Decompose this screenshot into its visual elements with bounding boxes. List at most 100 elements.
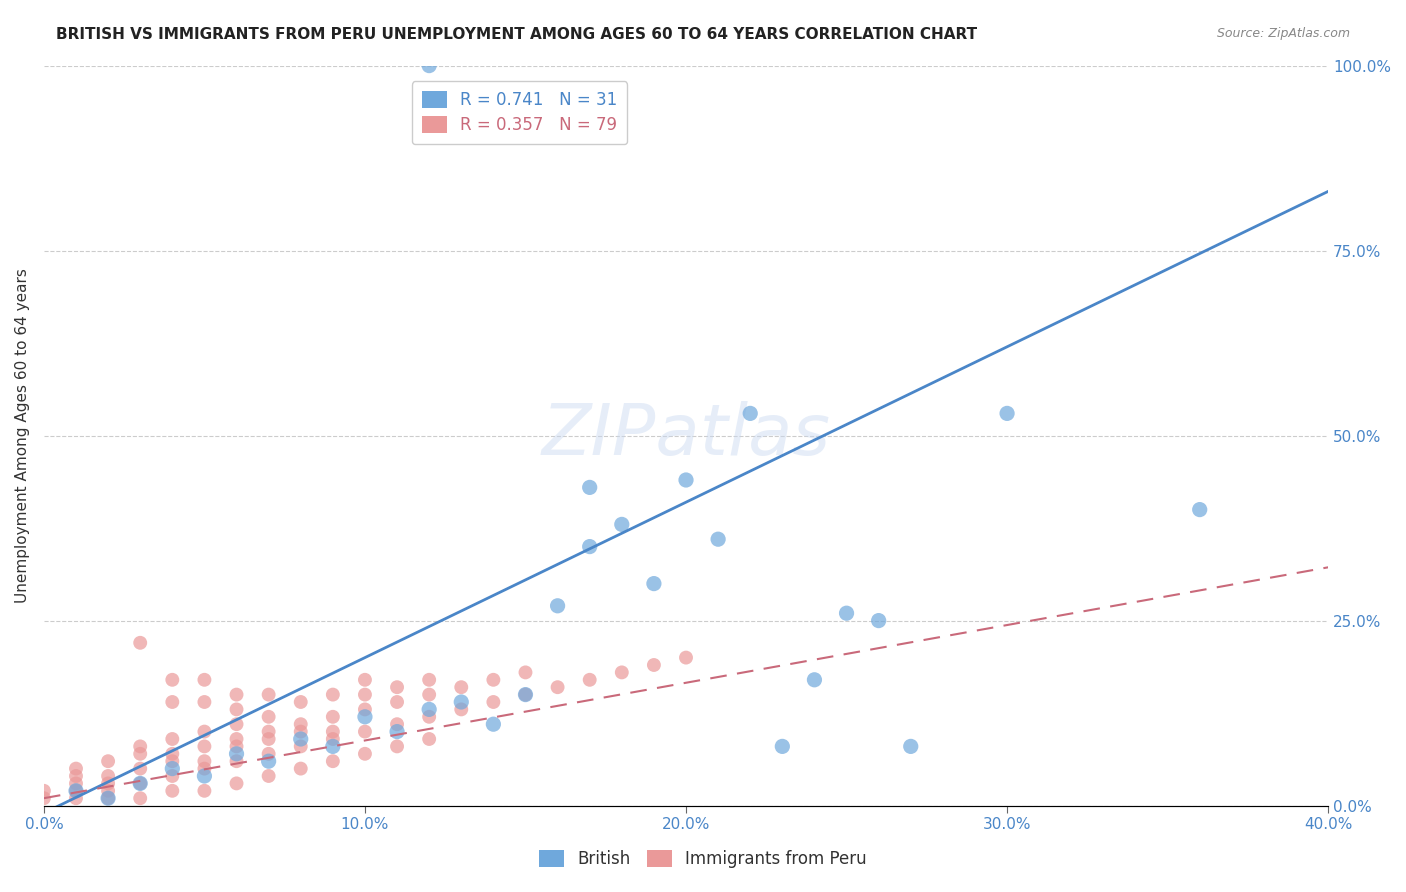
Text: Source: ZipAtlas.com: Source: ZipAtlas.com (1216, 27, 1350, 40)
Point (193, 754, 215, 768)
Point (578, 673, 600, 687)
Point (418, 702, 440, 716)
Point (675, 473, 697, 487)
Point (162, 731, 184, 746)
Point (610, 517, 633, 532)
Point (225, 739, 247, 754)
Point (225, 776, 247, 790)
Point (643, 576, 665, 591)
Point (740, 406, 762, 420)
Point (97, 769, 120, 783)
Point (129, 747, 152, 761)
Point (225, 747, 247, 761)
Point (707, 532, 730, 546)
Point (193, 784, 215, 798)
Point (162, 762, 184, 776)
Point (450, 695, 472, 709)
Point (32, 784, 55, 798)
Point (354, 710, 377, 724)
Point (515, 688, 537, 702)
Point (257, 769, 280, 783)
Point (162, 695, 184, 709)
Point (193, 762, 215, 776)
Point (322, 724, 344, 739)
Point (162, 784, 184, 798)
Point (129, 762, 152, 776)
Point (482, 673, 505, 687)
Point (225, 688, 247, 702)
Point (225, 717, 247, 731)
Point (162, 769, 184, 783)
Point (450, 702, 472, 716)
Point (193, 673, 215, 687)
Point (290, 731, 312, 746)
Point (65, 784, 87, 798)
Text: ZIPatlas: ZIPatlas (541, 401, 831, 470)
Point (322, 710, 344, 724)
Point (1188, 502, 1211, 516)
Point (578, 540, 600, 554)
Point (290, 717, 312, 731)
Point (65, 762, 87, 776)
Point (354, 724, 377, 739)
Point (547, 680, 569, 694)
Point (835, 606, 858, 620)
Point (257, 754, 280, 768)
Point (129, 776, 152, 790)
Point (385, 717, 408, 731)
Point (257, 688, 280, 702)
Point (322, 731, 344, 746)
Point (418, 673, 440, 687)
Point (290, 739, 312, 754)
Point (225, 702, 247, 716)
Point (385, 739, 408, 754)
Point (129, 636, 152, 650)
Point (418, 59, 440, 73)
Point (162, 754, 184, 768)
Legend: British, Immigrants from Peru: British, Immigrants from Peru (533, 843, 873, 875)
Point (65, 769, 87, 783)
Point (770, 739, 793, 754)
Point (162, 747, 184, 761)
Point (257, 724, 280, 739)
Point (97, 791, 120, 805)
Point (97, 754, 120, 768)
Text: BRITISH VS IMMIGRANTS FROM PERU UNEMPLOYMENT AMONG AGES 60 TO 64 YEARS CORRELATI: BRITISH VS IMMIGRANTS FROM PERU UNEMPLOY… (56, 27, 977, 42)
Point (225, 754, 247, 768)
Point (418, 731, 440, 746)
Point (354, 747, 377, 761)
Point (129, 791, 152, 805)
Point (65, 784, 87, 798)
Point (65, 776, 87, 790)
Point (578, 480, 600, 494)
Point (322, 739, 344, 754)
Point (32, 791, 55, 805)
Point (354, 702, 377, 716)
Point (257, 731, 280, 746)
Legend: R = 0.741   N = 31, R = 0.357   N = 79: R = 0.741 N = 31, R = 0.357 N = 79 (412, 81, 627, 145)
Point (995, 406, 1018, 420)
Point (257, 747, 280, 761)
Point (193, 695, 215, 709)
Point (290, 724, 312, 739)
Point (547, 599, 569, 613)
Point (290, 695, 312, 709)
Point (900, 739, 922, 754)
Point (354, 688, 377, 702)
Point (257, 710, 280, 724)
Point (385, 695, 408, 709)
Point (482, 695, 505, 709)
Point (385, 680, 408, 694)
Point (418, 710, 440, 724)
Point (482, 717, 505, 731)
Point (162, 673, 184, 687)
Point (97, 784, 120, 798)
Point (97, 791, 120, 805)
Point (193, 739, 215, 754)
Point (97, 776, 120, 790)
Point (193, 769, 215, 783)
Point (290, 762, 312, 776)
Point (322, 688, 344, 702)
Point (129, 739, 152, 754)
Point (868, 614, 890, 628)
